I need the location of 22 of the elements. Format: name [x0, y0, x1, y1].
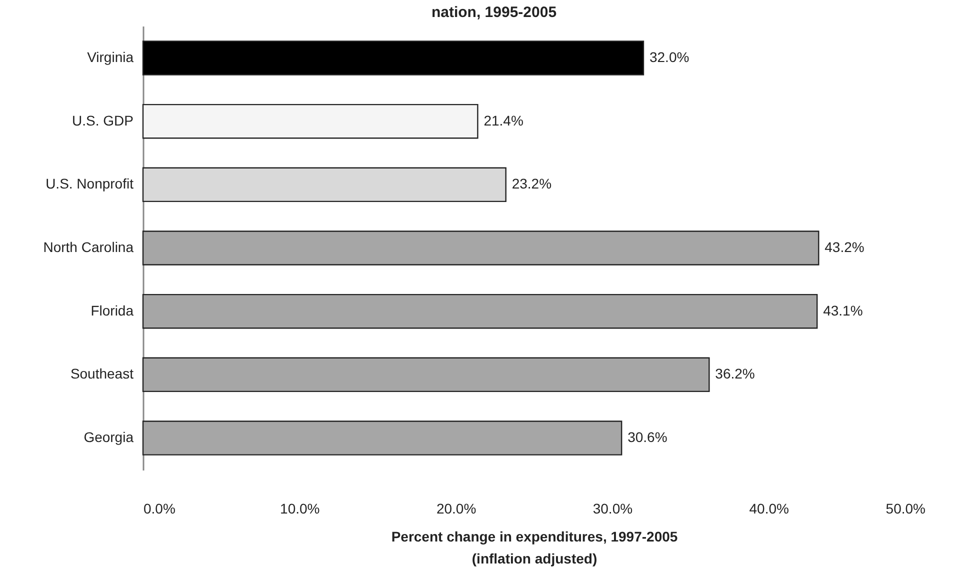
data-label: 30.6%: [628, 429, 668, 446]
y-tick-label: U.S. GDP: [72, 112, 134, 128]
x-tick-label: 0.0%: [144, 500, 176, 516]
x-tick-label: 10.0%: [280, 500, 320, 516]
y-tick-label: Georgia: [84, 429, 134, 446]
data-label: 32.0%: [649, 48, 690, 65]
y-tick-label: North Carolina: [43, 239, 134, 255]
x-tick-label: 50.0%: [886, 500, 926, 516]
y-tick-label: U.S. Nonprofit: [46, 176, 134, 192]
x-tick-label: 30.0%: [592, 500, 633, 516]
data-label: 43.2%: [824, 239, 864, 255]
x-tick-label: 40.0%: [749, 500, 789, 516]
data-label: 21.4%: [484, 112, 524, 128]
data-label: 36.2%: [715, 366, 755, 382]
x-axis-title: Percent change in expenditures, 1997-2005 (inflation adjusted): [391, 528, 678, 566]
data-label: 43.1%: [823, 302, 863, 318]
y-tick-label: Virginia: [87, 48, 134, 65]
y-tick-label: Florida: [90, 302, 134, 318]
y-tick-label: Southeast: [70, 366, 134, 382]
x-tick-label: 20.0%: [436, 500, 476, 516]
chart-title: nation, 1995-2005: [431, 4, 557, 21]
data-label: 23.2%: [512, 176, 552, 192]
